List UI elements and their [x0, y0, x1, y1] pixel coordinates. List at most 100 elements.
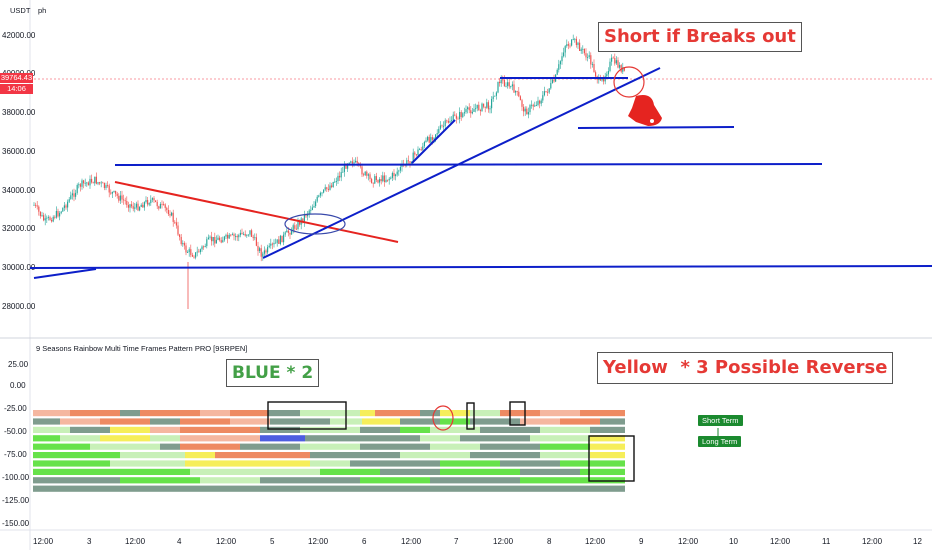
- rainbow-segment: [260, 435, 305, 442]
- rainbow-segment: [375, 410, 420, 417]
- rainbow-segment: [33, 452, 120, 459]
- candle-body: [283, 234, 285, 243]
- rainbow-segment: [120, 410, 140, 417]
- rainbow-segment: [580, 410, 625, 417]
- rainbow-segment: [268, 410, 300, 417]
- candle-body: [279, 235, 281, 244]
- drawing-layer[interactable]: [29, 66, 932, 279]
- rainbow-indicator: [33, 410, 625, 492]
- candle-body: [292, 225, 294, 231]
- rainbow-segment: [500, 410, 540, 417]
- candle-body: [588, 55, 590, 57]
- horizontal-level-35400[interactable]: [114, 163, 823, 166]
- candle-body: [399, 167, 401, 171]
- rainbow-segment: [33, 410, 70, 417]
- horizontal-target-level[interactable]: [577, 126, 735, 129]
- candle-body: [417, 149, 419, 155]
- rainbow-segment: [230, 410, 268, 417]
- candle-body: [566, 44, 568, 47]
- candle-body: [601, 78, 603, 81]
- breakout-ellipse[interactable]: [284, 213, 346, 235]
- highlight-box-yellow[interactable]: [588, 435, 635, 482]
- red-resistance-trendline[interactable]: [114, 181, 399, 243]
- candle-body: [580, 49, 582, 51]
- candle-body: [382, 175, 384, 181]
- candle-body: [163, 204, 165, 205]
- candle-body: [387, 179, 389, 181]
- candle-body: [454, 114, 456, 116]
- breakout-circle[interactable]: [613, 66, 645, 98]
- rainbow-segment: [305, 435, 420, 442]
- rainbow-segment: [33, 418, 60, 425]
- highlight-box-small[interactable]: [509, 401, 526, 426]
- candle-body: [575, 38, 577, 45]
- candle-body: [95, 176, 97, 184]
- candle-body: [212, 237, 214, 242]
- candle-body: [475, 108, 477, 110]
- candle-body: [327, 188, 329, 190]
- candle-body: [390, 177, 392, 179]
- candle-body: [452, 114, 454, 121]
- candle-body: [539, 100, 541, 104]
- highlight-circle[interactable]: [432, 405, 454, 431]
- candle-body: [489, 108, 491, 110]
- candle-body: [369, 174, 371, 179]
- candle-body: [443, 125, 445, 127]
- candle-body: [609, 61, 611, 71]
- candle-body: [563, 52, 565, 57]
- candle-body: [108, 185, 110, 193]
- down-arrow-icon[interactable]: [628, 95, 662, 126]
- candle-body: [455, 115, 457, 119]
- rainbow-segment: [430, 443, 480, 450]
- candle-body: [51, 220, 53, 222]
- candle-body: [270, 243, 272, 246]
- candle-body: [507, 82, 509, 86]
- candle-body: [236, 236, 238, 238]
- candle-body: [119, 195, 121, 201]
- candle-body: [524, 108, 526, 112]
- candle-body: [179, 234, 181, 237]
- long-term-label[interactable]: Long Term: [698, 436, 742, 447]
- candle-body: [67, 201, 69, 208]
- short-channel-trendline[interactable]: [411, 119, 456, 164]
- trendline-left-support[interactable]: [33, 268, 97, 279]
- candle-body: [571, 39, 573, 46]
- rainbow-segment: [310, 452, 400, 459]
- candle-body: [375, 176, 377, 180]
- candle-body: [407, 160, 409, 162]
- rising-support-trendline[interactable]: [262, 67, 661, 259]
- candle-body: [436, 133, 438, 135]
- rainbow-segment: [360, 443, 430, 450]
- candle-body: [111, 191, 113, 194]
- candle-body: [499, 81, 501, 84]
- candle-body: [518, 91, 520, 97]
- candle-body: [188, 249, 190, 253]
- yellow-possible-reverse-note[interactable]: Yellow * 3 Possible Reverse: [597, 352, 894, 384]
- candle-body: [406, 160, 408, 166]
- indicator-overlays[interactable]: [267, 401, 719, 482]
- candle-body: [207, 237, 209, 240]
- short-if-breaks-out-note[interactable]: Short if Breaks out: [598, 22, 802, 52]
- short-term-label[interactable]: Short Term: [698, 415, 743, 426]
- candle-body: [302, 218, 304, 222]
- horizontal-support-30000[interactable]: [29, 265, 932, 269]
- candle-body: [177, 225, 179, 235]
- candle-body: [409, 161, 411, 164]
- highlight-box-blue[interactable]: [267, 401, 347, 430]
- rainbow-segment: [33, 477, 120, 484]
- rainbow-segment: [160, 443, 180, 450]
- candle-body: [502, 79, 504, 81]
- candle-body: [478, 104, 480, 110]
- rainbow-segment: [120, 477, 200, 484]
- candle-body: [412, 152, 414, 162]
- candle-body: [473, 109, 475, 112]
- candle-body: [284, 232, 286, 235]
- rainbow-segment: [260, 477, 360, 484]
- rainbow-segment: [560, 418, 600, 425]
- candle-body: [35, 204, 37, 206]
- highlight-box-narrow[interactable]: [466, 402, 475, 430]
- candle-body: [246, 234, 248, 236]
- blue-times-two-note[interactable]: BLUE * 2: [226, 359, 320, 387]
- candle-body: [435, 134, 437, 138]
